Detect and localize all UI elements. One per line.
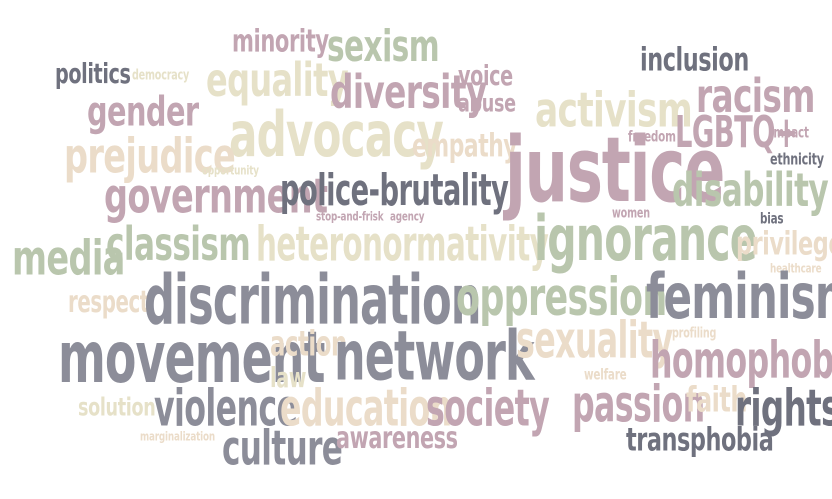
- word-sexism: sexism: [327, 20, 440, 72]
- word-action: action: [270, 324, 347, 365]
- word-activism: activism: [535, 81, 693, 138]
- word-prejudice: prejudice: [64, 127, 236, 184]
- word-bias: bias: [760, 210, 784, 229]
- word-healthcare: healthcare: [770, 260, 822, 276]
- word-heteronormativity: heteronormativity: [256, 215, 549, 272]
- word-solution: solution: [78, 393, 156, 423]
- word-politics: politics: [55, 57, 131, 90]
- word-sexuality: sexuality: [516, 311, 673, 371]
- word-passion: passion: [572, 375, 705, 435]
- word-stop-and-frisk: stop-and-frisk: [316, 208, 384, 224]
- word-profiling: profiling: [672, 324, 717, 341]
- word-oppression: oppression: [456, 265, 667, 328]
- word-transphobia: transphobia: [626, 420, 774, 459]
- word-impact: impact: [770, 124, 809, 143]
- word-opportunity: opportunity: [202, 162, 259, 178]
- word-homophobia: homophobia: [650, 331, 832, 391]
- word-rights: rights: [735, 379, 832, 439]
- word-freedom: freedom: [628, 128, 676, 147]
- word-lgbtq: LGBTQ+: [675, 106, 798, 158]
- word-education: education: [280, 379, 452, 439]
- word-abuse: abuse: [458, 89, 516, 119]
- word-police-brutality: police-brutality: [280, 164, 509, 216]
- word-marginalization: marginalization: [140, 428, 215, 444]
- word-equality: equality: [206, 54, 349, 108]
- word-movement: movement: [58, 315, 325, 400]
- word-respect: respect: [68, 285, 149, 321]
- word-inclusion: inclusion: [640, 40, 749, 79]
- word-classism: classism: [106, 218, 251, 272]
- word-justice: justice: [505, 119, 725, 223]
- word-voice: voice: [458, 59, 513, 92]
- word-women: women: [612, 204, 650, 221]
- word-government: government: [104, 167, 328, 224]
- word-diversity: diversity: [330, 66, 487, 120]
- word-awareness: awareness: [336, 421, 458, 457]
- word-ethnicity: ethnicity: [770, 150, 824, 170]
- word-gender: gender: [87, 88, 199, 136]
- word-racism: racism: [696, 70, 815, 124]
- word-empathy: empathy: [412, 126, 518, 165]
- word-feminism: feminism: [646, 260, 832, 333]
- word-discrimination: discrimination: [144, 260, 482, 341]
- word-violence: violence: [154, 379, 298, 439]
- word-democracy: democracy: [132, 66, 190, 83]
- word-faith: faith: [686, 380, 748, 421]
- word-law: law: [270, 361, 307, 394]
- word-network: network: [334, 316, 535, 397]
- word-culture: culture: [222, 419, 343, 476]
- word-welfare: welfare: [584, 366, 627, 385]
- word-disability: disability: [672, 164, 829, 218]
- word-media: media: [12, 229, 125, 286]
- word-society: society: [426, 379, 550, 439]
- word-minority: minority: [232, 23, 329, 60]
- word-agency: agency: [390, 208, 425, 224]
- word-advocacy: advocacy: [229, 98, 444, 171]
- word-privilege: privilege: [736, 224, 832, 263]
- word-ignorance: ignorance: [534, 202, 758, 275]
